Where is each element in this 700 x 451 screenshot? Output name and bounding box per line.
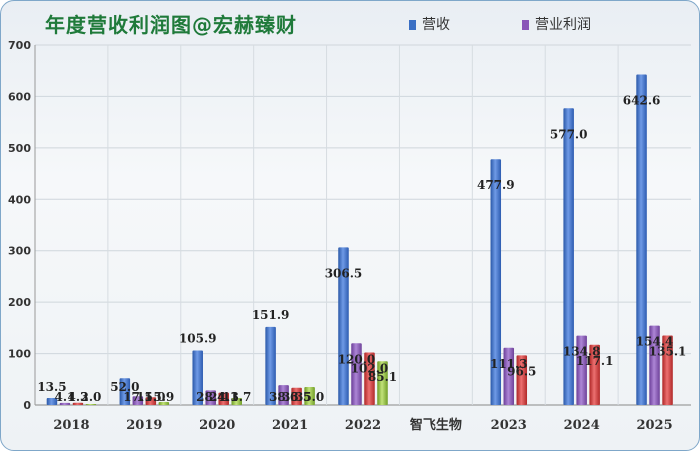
y-tick-label: 0 (23, 399, 31, 412)
legend-item-operating-profit: 营业利润 (522, 14, 591, 34)
data-label: 134.8 (563, 345, 601, 359)
data-label: 85.1 (368, 370, 397, 384)
bar-series-2-2024 (589, 344, 600, 405)
bar-series-3-2019 (158, 401, 170, 405)
bar-series-1-2019 (132, 396, 144, 405)
data-labels: 13.54.14.32.0 52.017.115.05.9 105.9 28.424.… (37, 94, 686, 404)
x-tick-label: 2018 (53, 418, 89, 433)
bar-series-1-2018 (59, 402, 71, 405)
grid-lines (35, 44, 691, 406)
bar-series-2-2021 (291, 387, 302, 405)
data-label: 642.6 (623, 94, 661, 108)
axes: 0 100 200 300 400 500 600 700 2018 2019 2020 2021 20… (8, 39, 673, 433)
data-label: 17.1 (123, 390, 152, 404)
x-tick-label: 智飞生物 (410, 417, 462, 433)
y-tick-label: 400 (8, 193, 31, 206)
data-label: 52.0 (110, 380, 139, 394)
bar-series-1-2021 (278, 385, 289, 405)
data-label: 306.5 (325, 266, 363, 280)
bar-series-0-2018 (46, 398, 58, 405)
data-label: 151.9 (252, 308, 290, 322)
data-label: 96.5 (507, 364, 536, 378)
x-tick-label: 2024 (564, 418, 600, 433)
bar-series-0-2020 (192, 350, 203, 405)
y-tick-label: 700 (8, 39, 31, 52)
data-label: 35.0 (295, 390, 324, 404)
x-tick-label: 2020 (199, 418, 235, 433)
bar-series-2-2019 (145, 397, 157, 405)
legend-label-operating-profit: 营业利润 (535, 17, 591, 33)
bar-series-2-2022 (364, 352, 375, 405)
y-tick-label: 200 (8, 296, 31, 309)
data-label: 477.9 (477, 178, 515, 192)
chart-title: 年度营收利润图@宏赫臻财 (45, 13, 297, 37)
bar-series-1-2020 (205, 390, 216, 405)
data-label: 4.3 (67, 390, 88, 404)
bar-series-1-2025 (649, 325, 660, 405)
bar-series-2-2018 (72, 402, 84, 405)
y-tick-label: 100 (8, 348, 31, 361)
bar-series-3-2018 (85, 403, 97, 405)
data-label: 577.0 (550, 127, 588, 141)
data-label: 33.5 (282, 390, 311, 404)
bars (46, 74, 673, 406)
data-label: 24.1 (209, 390, 238, 404)
data-label: 28.4 (196, 390, 225, 404)
x-tick-label: 2025 (636, 418, 672, 433)
data-label: 38.6 (269, 390, 298, 404)
y-tick-label: 300 (8, 245, 31, 258)
x-tick-label: 2022 (345, 418, 381, 433)
bar-series-1-2022 (351, 343, 362, 405)
data-label: 117.1 (576, 354, 614, 368)
legend-swatch-operating-profit (522, 20, 529, 30)
bar-series-3-2020 (231, 397, 242, 405)
bar-series-0-2025 (636, 74, 647, 406)
bar-series-1-2023 (503, 347, 515, 405)
bar-series-2-2023 (516, 355, 528, 405)
bar-series-1-2024 (576, 335, 587, 405)
x-tick-label: 2023 (491, 418, 527, 433)
bar-series-0-2024 (563, 108, 574, 405)
data-label: 4.1 (54, 390, 75, 404)
legend-item-revenue: 营收 (409, 14, 450, 34)
legend-label-revenue: 营收 (422, 17, 450, 33)
data-label: 105.9 (179, 332, 217, 346)
bar-series-2-2020 (218, 392, 229, 405)
bar-series-0-2023 (490, 159, 502, 405)
data-label: 13.5 (37, 380, 66, 394)
bar-series-3-2022 (377, 361, 388, 405)
data-label: 13.7 (222, 390, 251, 404)
data-label: 111.3 (490, 357, 528, 371)
legend-swatch-revenue (409, 20, 416, 30)
data-label: 154.4 (636, 335, 674, 349)
data-label: 2.0 (80, 390, 101, 404)
data-label: 120.0 (338, 352, 376, 366)
data-label: 15.0 (136, 390, 165, 404)
y-tick-label: 600 (8, 90, 31, 103)
data-label: 135.1 (649, 345, 687, 359)
bar-series-3-2021 (304, 387, 315, 405)
x-tick-label: 2019 (126, 418, 162, 433)
bar-series-2-2025 (662, 335, 673, 405)
data-label: 5.9 (153, 390, 174, 404)
bar-series-0-2021 (265, 326, 276, 405)
data-label: 102.0 (351, 362, 389, 376)
bar-series-0-2019 (119, 378, 131, 405)
x-tick-label: 2021 (272, 418, 308, 433)
y-tick-label: 500 (8, 142, 31, 155)
bar-series-0-2022 (338, 247, 349, 405)
